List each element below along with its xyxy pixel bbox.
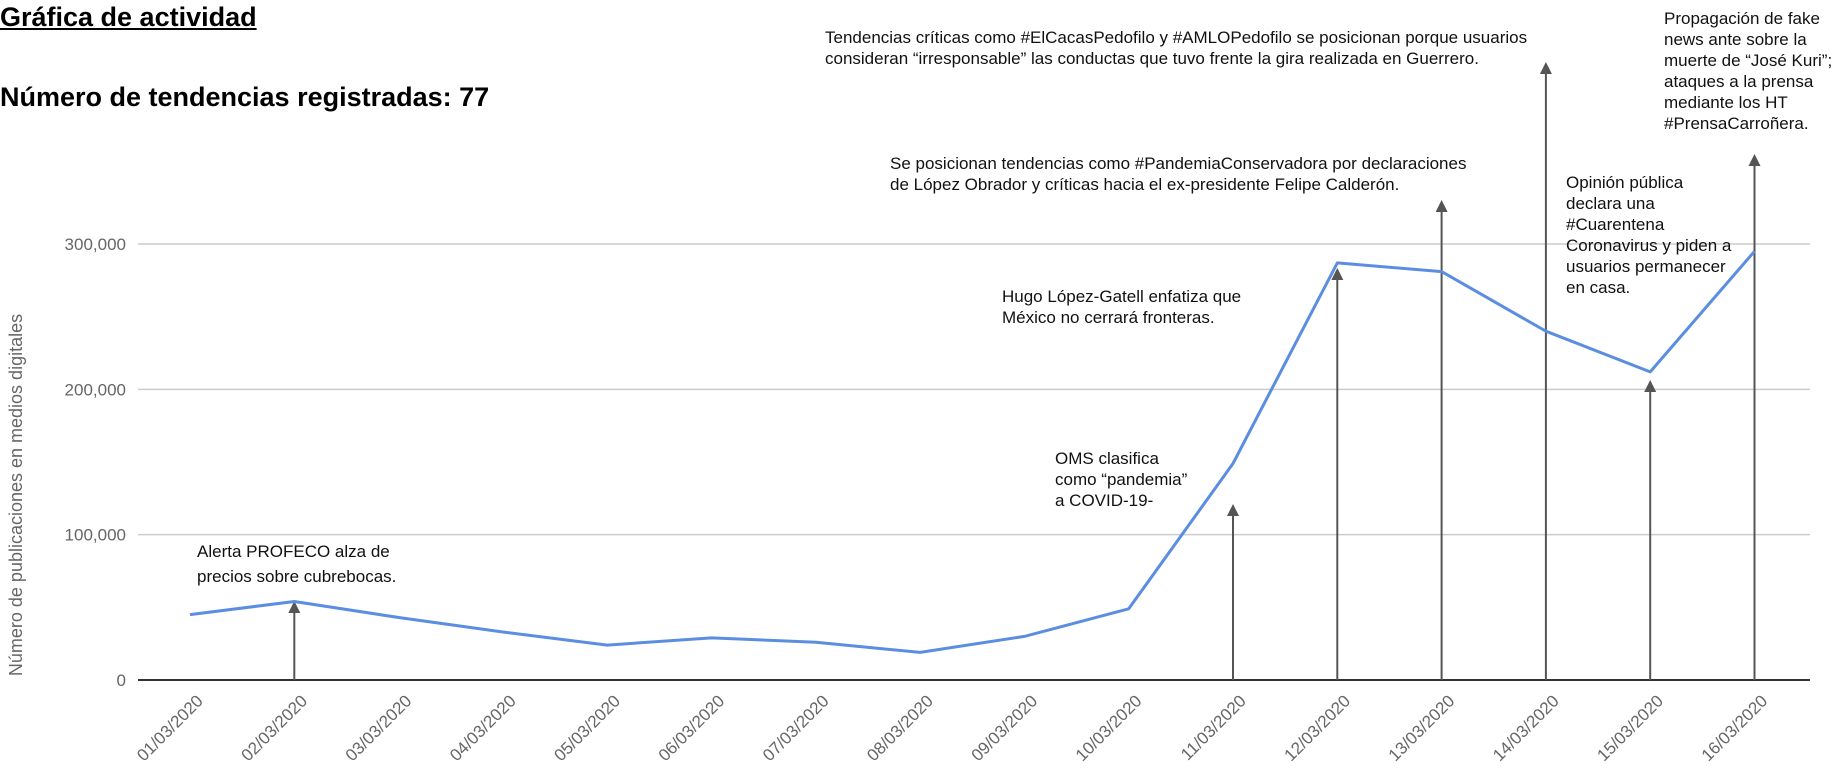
annotation-line: Hugo López-Gatell enfatiza que	[1002, 287, 1241, 306]
annotation-text: Alerta PROFECO alza de precios sobre cubr…	[197, 542, 396, 586]
x-tick-label: 04/03/2020	[446, 691, 520, 765]
annotation-line: Tendencias críticas como #ElCacasPedofil…	[825, 28, 1527, 47]
annotation-line: muerte de “José Kuri”;	[1664, 51, 1832, 70]
annotation-text: Opinión pública declara una #Cuarentena Cor…	[1566, 173, 1732, 297]
annotation-line: Opinión pública	[1566, 173, 1684, 192]
annotation-line: ataques a la prensa	[1664, 72, 1814, 91]
annotation-line: Coronavirus y piden a	[1566, 236, 1732, 255]
y-tick-label: 200,000	[65, 380, 126, 399]
x-tick-label: 11/03/2020	[1177, 691, 1250, 764]
annotation-line: consideran “irresponsable” las conductas…	[825, 49, 1479, 68]
annotation-line: como “pandemia”	[1055, 470, 1188, 489]
x-tick-label: 13/03/2020	[1385, 691, 1459, 765]
annotation-text: Tendencias críticas como #ElCacasPedofil…	[825, 28, 1527, 68]
annotation-text: OMS clasifica como “pandemia” a COVID-19-	[1055, 449, 1188, 510]
x-tick-label: 12/03/2020	[1281, 691, 1355, 765]
annotation-line: OMS clasifica	[1055, 449, 1159, 468]
x-tick-label: 07/03/2020	[759, 691, 833, 765]
annotation-line: precios sobre cubrebocas.	[197, 567, 396, 586]
annotation-line: mediante los HT	[1664, 93, 1788, 112]
annotation-line: en casa.	[1566, 278, 1630, 297]
annotation-line: #PrensaCarroñera.	[1664, 114, 1809, 133]
page-title: Gráfica de actividad	[0, 2, 257, 32]
x-tick-label: 09/03/2020	[968, 691, 1042, 765]
x-tick-label: 10/03/2020	[1072, 691, 1146, 765]
y-tick-label: 0	[117, 671, 126, 690]
annotation-line: declara una	[1566, 194, 1655, 213]
x-tick-label: 03/03/2020	[342, 691, 416, 765]
annotation-text: Se posicionan tendencias como #PandemiaC…	[890, 154, 1466, 194]
x-tick-label: 06/03/2020	[655, 691, 729, 765]
y-tick-label: 300,000	[65, 235, 126, 254]
x-tick-label: 08/03/2020	[863, 691, 937, 765]
x-tick-label: 15/03/2020	[1593, 691, 1667, 765]
x-tick-label: 05/03/2020	[550, 691, 624, 765]
annotation-line: de López Obrador y críticas hacia el ex-…	[890, 175, 1399, 194]
x-tick-label: 14/03/2020	[1489, 691, 1563, 765]
annotation-line: Propagación de fake	[1664, 9, 1820, 28]
x-tick-label: 16/03/2020	[1698, 691, 1772, 765]
annotation-text: Propagación de fake news ante sobre la mue…	[1664, 9, 1832, 133]
y-axis-label: Número de publicaciones en medios digita…	[6, 314, 26, 676]
trend-count-heading: Número de tendencias registradas: 77	[0, 82, 490, 112]
annotation-line: usuarios permanecer	[1566, 257, 1726, 276]
series-line	[189, 250, 1756, 654]
x-tick-label: 01/03/2020	[133, 691, 207, 765]
annotation-line: Alerta PROFECO alza de	[197, 542, 390, 561]
annotation-line: #Cuarentena	[1566, 215, 1665, 234]
annotation-line: news ante sobre la	[1664, 30, 1807, 49]
y-tick-label: 100,000	[65, 526, 126, 545]
annotation-line: Se posicionan tendencias como #PandemiaC…	[890, 154, 1466, 173]
annotation-line: a COVID-19-	[1055, 491, 1153, 510]
annotation-line: México no cerrará fronteras.	[1002, 308, 1215, 327]
annotation-text: Hugo López-Gatell enfatiza que México no …	[1002, 287, 1241, 327]
x-tick-label: 02/03/2020	[238, 691, 312, 765]
